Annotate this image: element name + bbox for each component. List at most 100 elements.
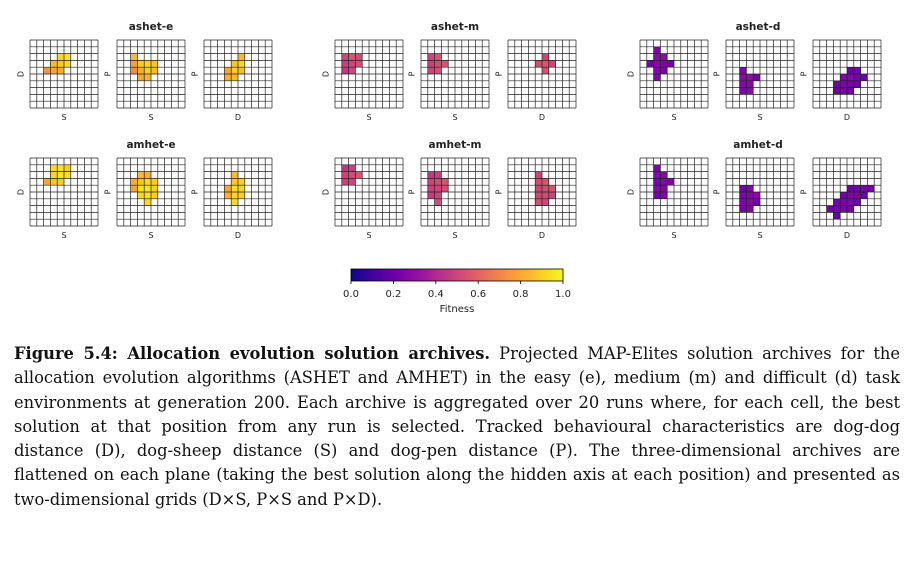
archive-cell: [746, 205, 754, 213]
archive-cell: [427, 60, 435, 68]
archive-cell: [753, 192, 760, 199]
archive-cell: [434, 198, 442, 206]
archive-cell: [355, 53, 363, 61]
archive-cell: [653, 192, 661, 199]
archive-cell: [746, 185, 754, 192]
x-axis-label: S: [452, 113, 457, 122]
archive-grid: DS: [627, 39, 709, 122]
archive-cell: [840, 80, 847, 88]
archive-cell: [739, 74, 747, 81]
archive-grid: PS: [408, 157, 490, 240]
archive-cell: [64, 53, 71, 61]
y-axis-label: P: [713, 71, 722, 76]
archive-cell: [151, 192, 158, 199]
grid-lines: [203, 39, 273, 109]
archive-cell: [739, 205, 747, 213]
archive-figure: ashet-eDSPSPDashet-mDSPSPDashet-dDSPSPDa…: [17, 21, 882, 315]
archive-cell: [653, 53, 661, 61]
archive-cell: [137, 67, 145, 74]
archive-cell: [746, 198, 754, 206]
archive-cell: [57, 67, 64, 74]
archive-cell: [144, 171, 151, 179]
archive-cell: [231, 171, 238, 179]
archive-cell: [231, 198, 238, 206]
x-axis-label: S: [671, 231, 676, 240]
archive-cell: [653, 178, 661, 186]
grid-lines: [29, 157, 99, 227]
archive-cell: [535, 171, 542, 179]
archive-cell: [739, 80, 747, 88]
archive-cell: [441, 60, 449, 68]
x-axis-label: S: [148, 231, 153, 240]
colorbar: 0.0 0.2 0.4 0.6 0.8 1.0 Fitness: [343, 268, 571, 315]
x-axis-label: D: [539, 231, 545, 240]
archive-cell: [548, 185, 556, 192]
archive-cell: [660, 178, 668, 186]
archive-cell: [847, 192, 854, 199]
archive-cell: [151, 60, 158, 68]
archive-cell: [144, 67, 151, 74]
archive-cell: [231, 74, 238, 81]
archive-cell: [238, 53, 245, 61]
grid-lines: [725, 39, 795, 109]
archive-cell: [144, 185, 151, 192]
archive-cell: [341, 164, 349, 172]
archive-cell: [151, 178, 158, 186]
grid-lines: [116, 39, 186, 109]
archive-cell: [653, 171, 661, 179]
archive-cell: [660, 185, 668, 192]
archive-cell: [542, 67, 549, 74]
archive-cell: [853, 185, 861, 192]
archive-cell: [860, 74, 868, 81]
archive-cell: [535, 185, 542, 192]
panel-title: ashet-d: [736, 21, 781, 33]
grid-lines: [639, 157, 709, 227]
archive-cell: [50, 164, 58, 172]
archive-cell: [653, 185, 661, 192]
archive-cell: [833, 205, 841, 213]
archive-cell: [151, 185, 158, 192]
archive-cell: [746, 80, 754, 88]
archive-cell: [833, 212, 841, 220]
grid-lines: [420, 157, 490, 227]
x-axis-label: D: [235, 113, 241, 122]
grid-lines: [334, 39, 404, 109]
archive-cell: [144, 60, 151, 68]
archive-cell: [434, 192, 442, 199]
archive-cell: [130, 60, 138, 68]
archive-grid: PS: [104, 39, 186, 122]
archive-cell: [660, 53, 668, 61]
archive-cell: [427, 185, 435, 192]
caption-text: Projected MAP-Elites solution archives f…: [14, 344, 900, 509]
archive-cell: [224, 185, 232, 192]
archive-cell: [130, 53, 138, 61]
archive-cell: [50, 60, 58, 68]
archive-cell: [64, 60, 71, 68]
archive-cell: [50, 171, 58, 179]
grid-lines: [639, 39, 709, 109]
archive-panels: ashet-eDSPSPDashet-mDSPSPDashet-dDSPSPDa…: [17, 21, 882, 240]
panel-title: ashet-e: [129, 21, 173, 33]
archive-cell: [746, 87, 754, 95]
archive-cell: [434, 67, 442, 74]
archive-cell: [427, 53, 435, 61]
y-axis-label: D: [322, 189, 331, 195]
archive-cell: [355, 171, 363, 179]
archive-cell: [441, 178, 449, 186]
grid-lines: [420, 39, 490, 109]
colorbar-label: Fitness: [440, 304, 475, 315]
archive-grid: DS: [17, 39, 99, 122]
figure-caption: Figure 5.4: Allocation evolution solutio…: [14, 342, 900, 512]
grid-lines: [29, 39, 99, 109]
archive-cell: [130, 67, 138, 74]
y-axis-label: P: [800, 189, 809, 194]
archive-cell: [238, 178, 245, 186]
archive-cell: [739, 192, 747, 199]
archive-cell: [542, 198, 549, 206]
colorbar-tick-label: 0.6: [470, 289, 486, 300]
archive-grid: PD: [191, 39, 273, 122]
x-axis-label: D: [235, 231, 241, 240]
archive-cell: [348, 164, 356, 172]
archive-cell: [653, 164, 661, 172]
archive-cell: [57, 60, 64, 68]
